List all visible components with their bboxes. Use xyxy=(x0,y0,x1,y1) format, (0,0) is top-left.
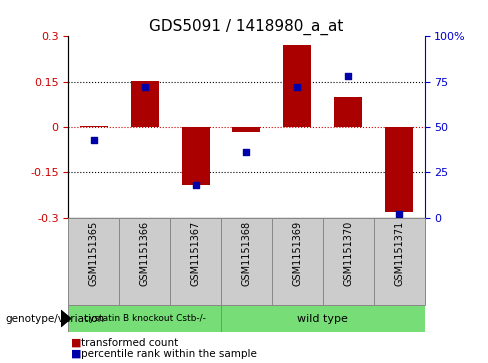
Bar xyxy=(334,97,362,127)
Text: GSM1151369: GSM1151369 xyxy=(292,220,303,286)
Point xyxy=(293,84,301,90)
Text: GSM1151368: GSM1151368 xyxy=(242,220,251,286)
FancyBboxPatch shape xyxy=(374,218,425,305)
Title: GDS5091 / 1418980_a_at: GDS5091 / 1418980_a_at xyxy=(149,19,344,35)
Polygon shape xyxy=(61,310,71,327)
Bar xyxy=(182,127,209,185)
Bar xyxy=(232,127,261,132)
Point xyxy=(243,150,250,155)
Text: GSM1151371: GSM1151371 xyxy=(394,220,404,286)
Point xyxy=(141,84,148,90)
FancyBboxPatch shape xyxy=(68,218,119,305)
FancyBboxPatch shape xyxy=(272,218,323,305)
Text: transformed count: transformed count xyxy=(81,338,178,348)
Text: cystatin B knockout Cstb-/-: cystatin B knockout Cstb-/- xyxy=(84,314,205,323)
Bar xyxy=(131,81,159,127)
Text: wild type: wild type xyxy=(297,314,348,323)
Point xyxy=(395,211,403,217)
Point xyxy=(90,137,98,143)
Bar xyxy=(385,127,413,212)
FancyBboxPatch shape xyxy=(170,218,221,305)
Text: ■: ■ xyxy=(71,338,81,348)
Bar xyxy=(80,126,108,127)
Text: GSM1151366: GSM1151366 xyxy=(140,220,150,286)
FancyBboxPatch shape xyxy=(323,218,374,305)
FancyBboxPatch shape xyxy=(221,305,425,332)
Text: percentile rank within the sample: percentile rank within the sample xyxy=(81,349,256,359)
Point xyxy=(345,73,352,79)
Text: GSM1151367: GSM1151367 xyxy=(190,220,201,286)
Point xyxy=(192,182,200,188)
FancyBboxPatch shape xyxy=(119,218,170,305)
Text: GSM1151365: GSM1151365 xyxy=(89,220,99,286)
Text: ■: ■ xyxy=(71,349,81,359)
Bar xyxy=(284,45,311,127)
FancyBboxPatch shape xyxy=(221,218,272,305)
Text: GSM1151370: GSM1151370 xyxy=(343,220,353,286)
FancyBboxPatch shape xyxy=(68,305,221,332)
Text: genotype/variation: genotype/variation xyxy=(5,314,104,323)
